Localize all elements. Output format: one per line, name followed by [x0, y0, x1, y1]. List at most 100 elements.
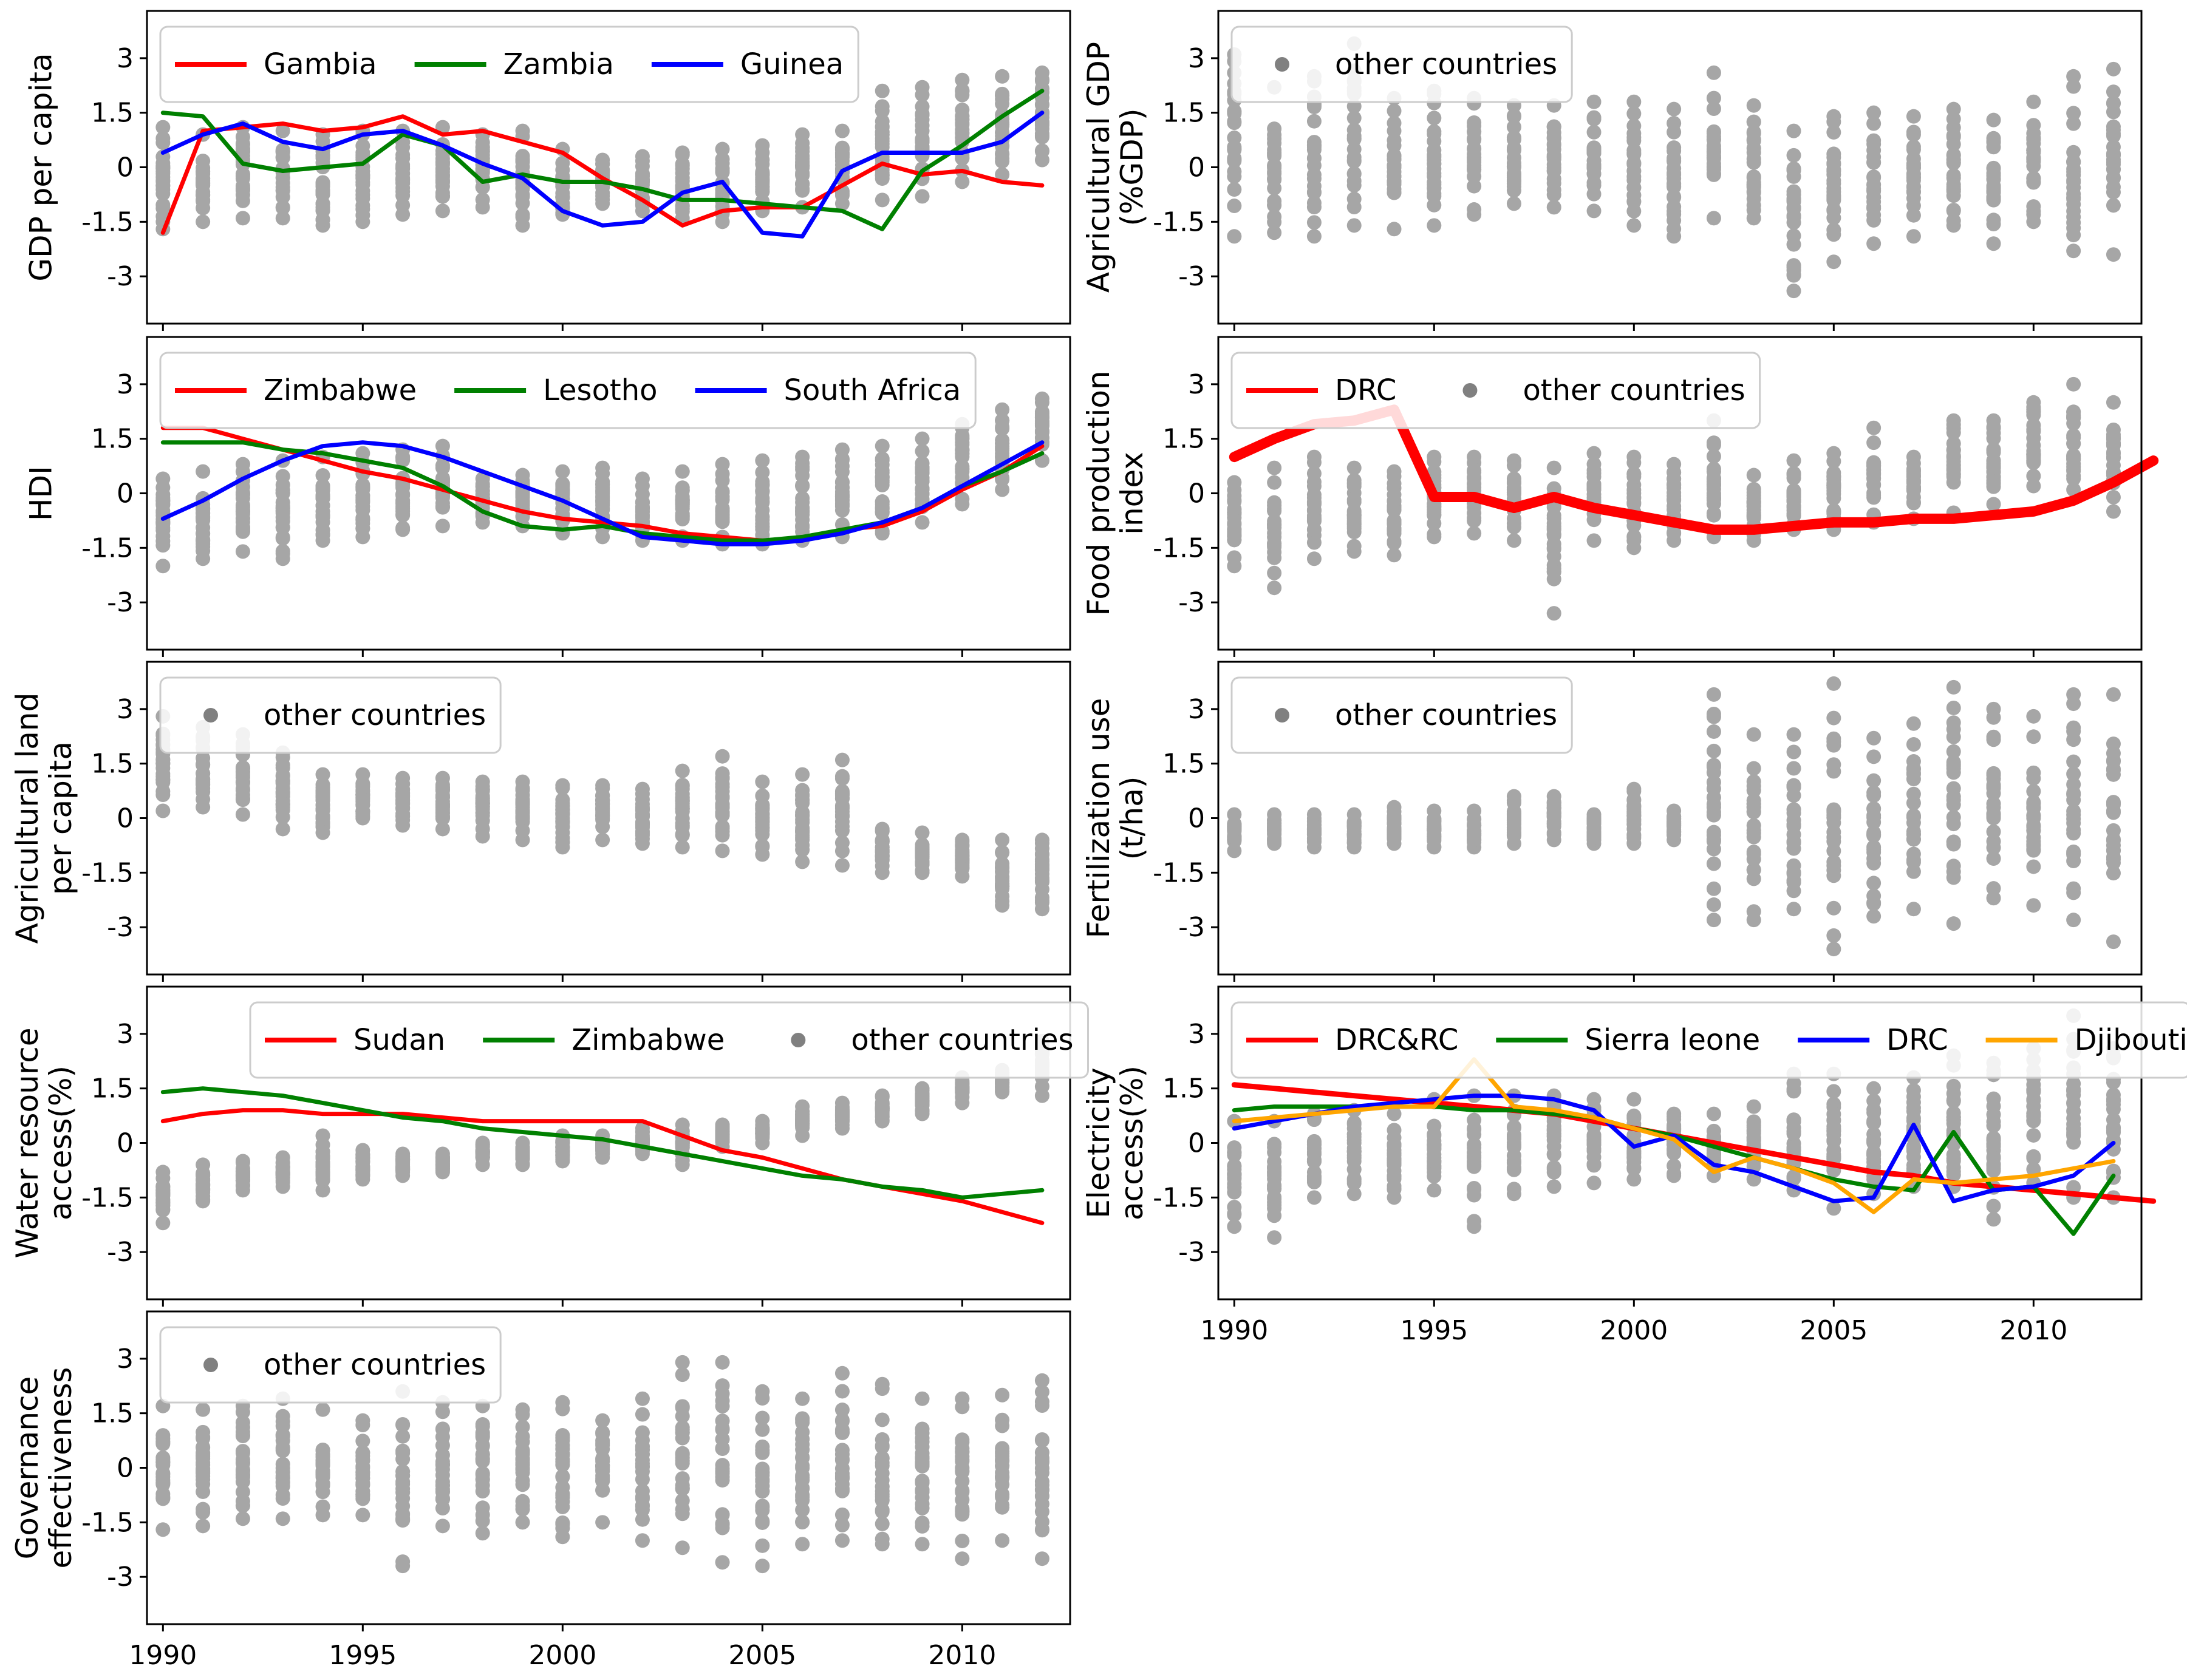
- scatter-point: [155, 1522, 171, 1537]
- scatter-point: [1586, 446, 1602, 461]
- scatter-point: [275, 1150, 290, 1165]
- scatter-point: [355, 488, 370, 503]
- y-tick-label: -1.5: [81, 857, 134, 888]
- scatter-point: [395, 1146, 411, 1161]
- scatter-point: [1986, 824, 2001, 839]
- scatter-point: [595, 152, 610, 168]
- scatter-point: [595, 495, 610, 511]
- scatter-point: [1986, 767, 2001, 783]
- scatter-point: [1506, 789, 1521, 804]
- scatter-point: [155, 497, 171, 512]
- scatter-point: [1786, 835, 1801, 851]
- scatter-point: [1906, 846, 1921, 862]
- scatter-point: [1746, 871, 1761, 886]
- scatter-point: [515, 787, 530, 803]
- scatter-point: [875, 469, 890, 485]
- scatter-point: [1826, 1201, 1841, 1216]
- scatter-point: [715, 473, 730, 488]
- scatter-point: [795, 460, 810, 475]
- scatter-point: [875, 494, 890, 509]
- scatter-point: [1906, 449, 1921, 464]
- scatter-point: [475, 774, 490, 789]
- scatter-point: [1227, 229, 1242, 244]
- legend-item-zimbabwe: Zimbabwe: [175, 373, 417, 407]
- scatter-point: [1506, 1182, 1521, 1197]
- scatter-point: [875, 438, 890, 454]
- scatter-point: [1506, 196, 1521, 211]
- scatter-point: [1427, 111, 1442, 126]
- scatter-point: [834, 1113, 850, 1128]
- y-tick-label: 3: [117, 369, 134, 400]
- scatter-point: [435, 790, 450, 805]
- scatter-point: [435, 499, 450, 514]
- scatter-point: [315, 1402, 330, 1417]
- scatter-point: [1986, 1118, 2001, 1134]
- scatter-point: [1826, 203, 1841, 219]
- scatter-point: [555, 815, 570, 830]
- scatter-point: [355, 1484, 370, 1499]
- scatter-point: [1427, 829, 1442, 845]
- scatter-point: [1826, 843, 1841, 859]
- scatter-point: [955, 832, 970, 848]
- scatter-point: [1826, 185, 1841, 200]
- scatter-point: [1866, 827, 1882, 842]
- scatter-point: [995, 402, 1010, 417]
- scatter-point: [275, 809, 290, 825]
- scatter-point: [515, 123, 530, 138]
- scatter-point: [1267, 565, 1282, 580]
- scatter-point: [1786, 1112, 1801, 1127]
- scatter-point: [635, 1391, 650, 1406]
- scatter-point: [1467, 826, 1482, 841]
- scatter-point: [1346, 166, 1362, 181]
- scatter-point: [515, 494, 530, 509]
- scatter-point: [155, 131, 171, 146]
- scatter-point: [1227, 152, 1242, 168]
- scatter-point: [1506, 474, 1521, 489]
- scatter-point: [435, 460, 450, 475]
- scatter-point: [1986, 1212, 2001, 1227]
- scatter-point: [1667, 803, 1682, 818]
- scatter-point: [1946, 1112, 1961, 1127]
- scatter-point: [155, 1216, 171, 1231]
- scatter-point: [1306, 200, 1322, 215]
- scatter-point: [1866, 458, 1882, 474]
- scatter-point: [715, 749, 730, 764]
- y-tick-label: 0: [1188, 152, 1205, 183]
- y-axis-label-line: Electricity: [1081, 1067, 1116, 1218]
- scatter-point: [315, 179, 330, 194]
- scatter-point: [1706, 211, 1721, 226]
- scatter-point: [355, 512, 370, 528]
- scatter-point: [1706, 828, 1721, 843]
- scatter-point: [1467, 202, 1482, 217]
- scatter-point: [1706, 913, 1721, 928]
- scatter-point: [235, 1169, 250, 1184]
- scatter-point: [1626, 1150, 1642, 1165]
- scatter-point: [1906, 832, 1921, 847]
- scatter-point: [1906, 1089, 1921, 1104]
- scatter-point: [2066, 116, 2081, 131]
- scatter-point: [395, 770, 411, 786]
- scatter-point: [1866, 1081, 1882, 1096]
- scatter-point: [675, 497, 690, 512]
- scatter-point: [2026, 94, 2041, 109]
- scatter-point: [475, 471, 490, 486]
- scatter-point: [1267, 824, 1282, 839]
- scatter-point: [2066, 687, 2081, 702]
- scatter-point: [1826, 1132, 1841, 1148]
- scatter-point: [1906, 1139, 1921, 1154]
- scatter-point: [1746, 818, 1761, 833]
- scatter-point: [196, 1183, 211, 1198]
- scatter-point: [435, 809, 450, 825]
- scatter-point: [795, 832, 810, 848]
- scatter-point: [475, 1514, 490, 1529]
- scatter-point: [275, 760, 290, 775]
- scatter-point: [395, 1418, 411, 1433]
- scatter-point: [275, 1167, 290, 1182]
- scatter-point: [1227, 140, 1242, 155]
- scatter-point: [2106, 395, 2121, 410]
- scatter-point: [1786, 453, 1801, 468]
- series-line-zambia: [160, 89, 1045, 231]
- scatter-point: [635, 1472, 650, 1487]
- scatter-point: [1826, 928, 1841, 943]
